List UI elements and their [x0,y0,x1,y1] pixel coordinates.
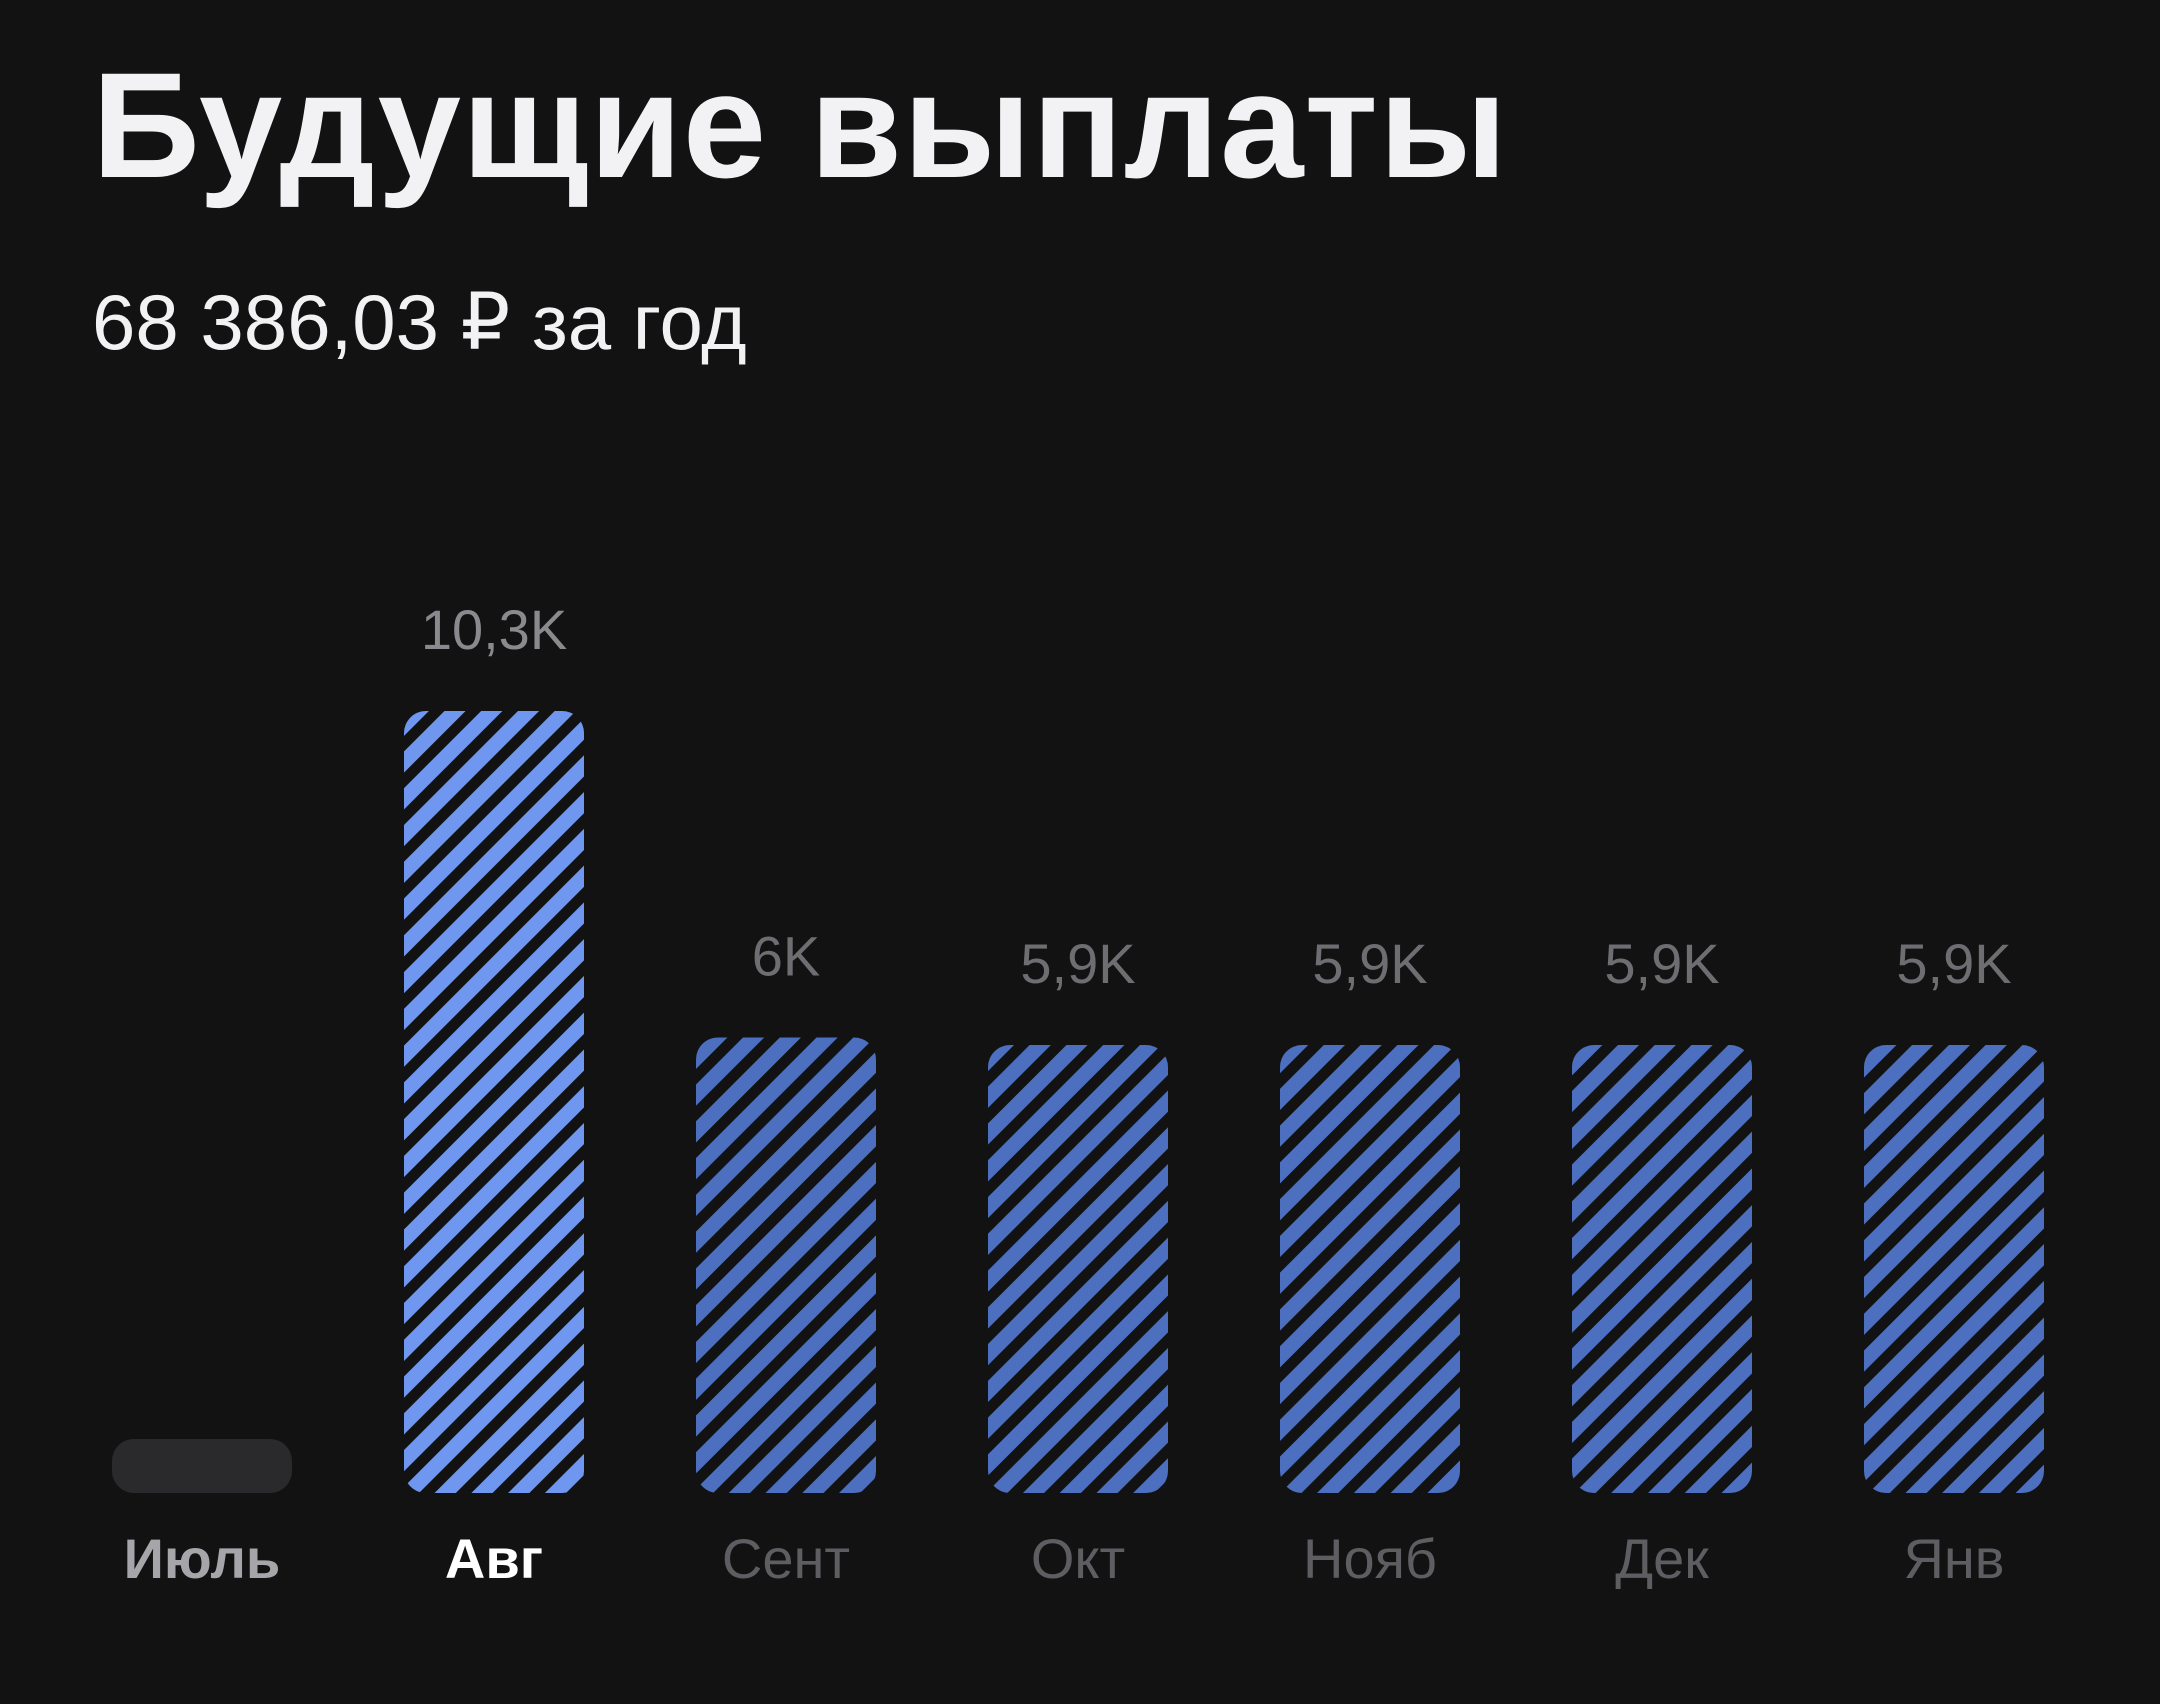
value-label-4: 5,9K [1312,932,1427,995]
bar-3[interactable] [988,1045,1168,1493]
bars-layer [112,711,2044,1493]
month-label-1[interactable]: Авг [445,1527,543,1590]
page-title: Будущие выплаты [92,41,1509,209]
value-label-5: 5,9K [1604,932,1719,995]
month-label-6[interactable]: Янв [1903,1527,2004,1590]
value-label-1: 10,3K [421,598,567,661]
annual-total: 68 386,03 ₽ за год [92,278,747,366]
value-labels-layer: 10,3K 6K 5,9K 5,9K 5,9K 5,9K [421,598,2012,995]
bar-5[interactable] [1572,1045,1752,1493]
month-label-5[interactable]: Дек [1615,1527,1709,1590]
bar-1[interactable] [404,711,584,1493]
month-labels-layer: Июль Авг Сент Окт Нояб Дек Янв [124,1527,2005,1590]
bar-6[interactable] [1864,1045,2044,1493]
value-label-6: 5,9K [1896,932,2011,995]
value-label-2: 6K [752,924,821,987]
month-label-4[interactable]: Нояб [1303,1527,1437,1590]
month-label-0[interactable]: Июль [124,1527,281,1590]
month-label-2[interactable]: Сент [722,1527,850,1590]
bar-0[interactable] [112,1439,292,1493]
bar-4[interactable] [1280,1045,1460,1493]
month-label-3[interactable]: Окт [1031,1527,1125,1590]
bar-2[interactable] [696,1037,876,1493]
value-label-3: 5,9K [1020,932,1135,995]
